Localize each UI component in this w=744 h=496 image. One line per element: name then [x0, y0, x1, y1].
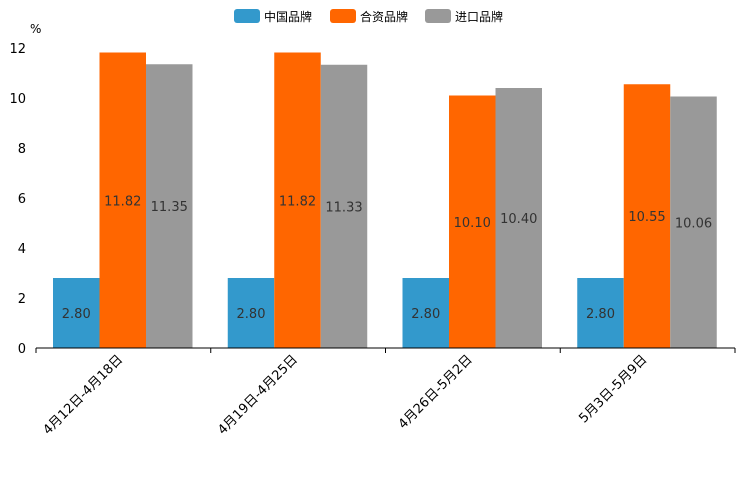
- legend-label-1: 合资品牌: [360, 9, 408, 24]
- x-axis-ticks: 4月12日-4月18日 4月19日-4月25日 4月26日-5月2日 5月3日-5月9…: [35, 348, 736, 438]
- data-label-series2-cat3: 10.06: [675, 216, 712, 231]
- y-tick-label-6: 12: [9, 42, 26, 57]
- legend-swatch-1: [330, 9, 356, 23]
- legend-swatch-2: [425, 9, 451, 23]
- legend-label-2: 进口品牌: [455, 10, 503, 24]
- bar-series0-cat3: [577, 278, 624, 348]
- data-label-series0-cat1: 2.80: [237, 307, 266, 322]
- legend-swatch-0: [234, 9, 260, 23]
- data-labels: 2.80 2.80 2.80 2.80 11.82 11.82 10.10 10.55 11.3…: [62, 194, 712, 322]
- legend: 中国品牌 合资品牌 进口品牌: [234, 9, 503, 24]
- data-label-series1-cat0: 11.82: [104, 194, 141, 209]
- bar-series0-cat0: [53, 278, 100, 348]
- bar-series2-cat1: [320, 64, 368, 348]
- y-tick-label-0: 0: [18, 342, 26, 357]
- data-label-series1-cat3: 10.55: [628, 210, 665, 225]
- data-label-series0-cat3: 2.80: [586, 307, 615, 322]
- bar-series1-cat0: [99, 52, 146, 348]
- legend-item-2: 进口品牌: [425, 9, 503, 24]
- y-tick-label-2: 4: [18, 242, 26, 257]
- bar-series0-cat1: [227, 278, 275, 348]
- legend-label-0: 中国品牌: [264, 9, 312, 24]
- data-label-series2-cat2: 10.40: [500, 212, 537, 227]
- bar-series1-cat3: [623, 84, 671, 348]
- y-tick-label-5: 10: [9, 92, 26, 107]
- x-tick-label-1: 4月19日-4月25日: [215, 352, 301, 438]
- bar-series2-cat0: [146, 64, 193, 348]
- x-tick-label-3: 5月3日-5月9日: [576, 352, 650, 426]
- data-label-series0-cat0: 2.80: [62, 307, 91, 322]
- y-axis-ticks: 0 2 4 6 8 10 12: [9, 42, 26, 357]
- y-tick-label-3: 6: [18, 192, 26, 207]
- data-label-series1-cat1: 11.82: [279, 194, 316, 209]
- bar-series0-cat2: [402, 278, 449, 348]
- data-label-series1-cat2: 10.10: [454, 216, 491, 231]
- bar-series2-cat3: [670, 96, 717, 348]
- bar-series1-cat2: [449, 95, 496, 348]
- y-tick-label-4: 8: [18, 142, 26, 157]
- bar-series2-cat2: [495, 88, 542, 348]
- y-tick-label-1: 2: [18, 292, 26, 307]
- x-tick-label-0: 4月12日-4月18日: [40, 352, 126, 438]
- data-label-series2-cat0: 11.35: [151, 200, 188, 215]
- legend-item-1: 合资品牌: [330, 9, 408, 24]
- bar-series1-cat1: [274, 52, 321, 348]
- bars: [53, 52, 717, 348]
- data-label-series0-cat2: 2.80: [411, 307, 440, 322]
- data-label-series2-cat1: 11.33: [325, 200, 362, 215]
- legend-item-0: 中国品牌: [234, 9, 312, 24]
- x-tick-label-2: 4月26日-5月2日: [396, 352, 476, 432]
- y-axis-unit-label: %: [30, 22, 41, 36]
